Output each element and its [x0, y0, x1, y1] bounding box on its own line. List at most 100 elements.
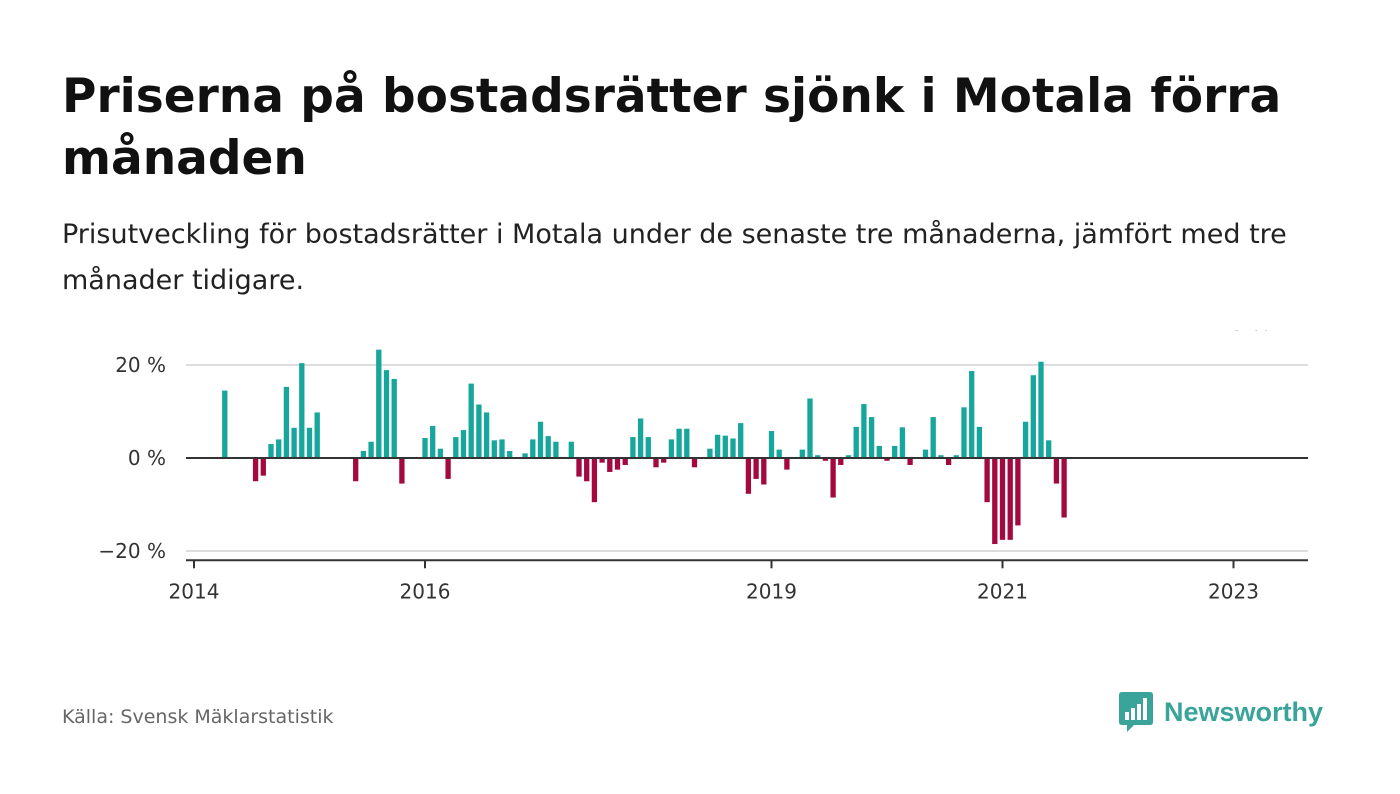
bar: [761, 458, 767, 485]
bar: [838, 458, 844, 465]
bar: [884, 458, 890, 461]
bar: [945, 458, 952, 465]
bar: [1015, 458, 1021, 526]
bar: [876, 445, 882, 458]
bar: [576, 458, 582, 477]
bar: [376, 349, 382, 458]
source-note: Källa: Svensk Mäklarstatistik: [62, 706, 334, 728]
gridlines: [186, 364, 1308, 552]
bar: [661, 458, 667, 463]
chart-subtitle: Prisutveckling för bostadsrätter i Motal…: [62, 219, 1287, 296]
bar: [483, 412, 490, 458]
bar: [1046, 440, 1052, 458]
bar: [845, 455, 852, 458]
y-tick-label: 0 %: [128, 446, 166, 470]
bar-chart: 20 % 0 % −20 % 2014 2016 2019 2021 2023 −13 %: [98, 330, 1308, 603]
last-value-annotation: −13 %: [1200, 330, 1271, 335]
bar: [314, 412, 320, 458]
bar: [822, 458, 829, 461]
brand-logo: Newsworthy: [1118, 690, 1323, 734]
bar: [861, 404, 867, 458]
bar: [522, 453, 528, 458]
bar: [1030, 375, 1036, 458]
bar: [645, 437, 651, 458]
x-tick-label: 2023: [1208, 579, 1259, 603]
x-tick-label: 2016: [400, 579, 451, 603]
bar: [491, 440, 497, 458]
bar: [584, 458, 590, 482]
bar: [722, 435, 728, 458]
bar: [291, 427, 297, 458]
bar: [476, 404, 482, 458]
y-tick-label: 20 %: [115, 353, 166, 377]
bar: [283, 386, 290, 458]
bar: [653, 458, 659, 468]
bar: [815, 455, 821, 458]
bar: [537, 421, 544, 458]
bar: [568, 441, 574, 458]
bar: [468, 383, 474, 458]
bar: [507, 451, 513, 458]
bar: [591, 458, 598, 503]
bar: [368, 441, 374, 458]
bar: [630, 437, 636, 458]
bar: [745, 458, 752, 494]
bar: [738, 423, 744, 458]
bar: [676, 428, 682, 458]
bar: [976, 426, 983, 458]
bar: [668, 439, 675, 458]
bar: [306, 427, 313, 458]
bar: [599, 458, 605, 463]
bar: [622, 458, 628, 465]
bar: [453, 437, 459, 458]
bar: [707, 448, 713, 458]
bar: [353, 458, 359, 482]
bar: [637, 418, 644, 458]
bar: [268, 444, 274, 458]
bar: [1038, 361, 1044, 458]
bar: [714, 434, 721, 458]
chart-title: Priserna på bostadsrätter sjönk i Motala…: [62, 69, 1282, 186]
bar: [530, 439, 536, 458]
bar: [953, 455, 959, 458]
bar: [545, 436, 551, 458]
x-tick-label: 2014: [169, 579, 220, 603]
bar: [938, 455, 944, 458]
bar: [922, 449, 929, 458]
bar: [299, 363, 305, 458]
bar: [784, 458, 790, 470]
y-tick-label: −20 %: [98, 539, 166, 563]
bar: [684, 428, 690, 458]
bar: [437, 448, 444, 458]
bar: [422, 438, 428, 458]
x-tick-label: 2019: [746, 579, 797, 603]
bar: [961, 407, 967, 458]
bar: [607, 458, 613, 472]
bar: [1007, 458, 1013, 540]
bar: [868, 417, 875, 458]
bar: [391, 378, 397, 458]
bar: [799, 449, 805, 458]
bar: [499, 439, 505, 458]
y-axis: 20 % 0 % −20 %: [98, 353, 166, 563]
x-axis: 2014 2016 2019 2021 2023: [169, 560, 1259, 603]
bar: [768, 431, 775, 458]
bar: [899, 427, 906, 458]
bar: [1053, 458, 1060, 484]
bar: [445, 458, 451, 479]
bar: [999, 458, 1006, 540]
bar: [222, 390, 228, 458]
bar: [807, 398, 813, 458]
bar: [853, 426, 859, 458]
bar: [930, 417, 936, 458]
bar: [1061, 458, 1067, 518]
bar: [614, 458, 621, 470]
bar: [430, 425, 436, 458]
bar: [383, 370, 390, 458]
bar: [969, 371, 975, 458]
bar: [907, 458, 913, 465]
bar: [276, 439, 282, 458]
bar: [984, 458, 990, 503]
bar: [260, 458, 266, 476]
bar: [992, 458, 998, 545]
